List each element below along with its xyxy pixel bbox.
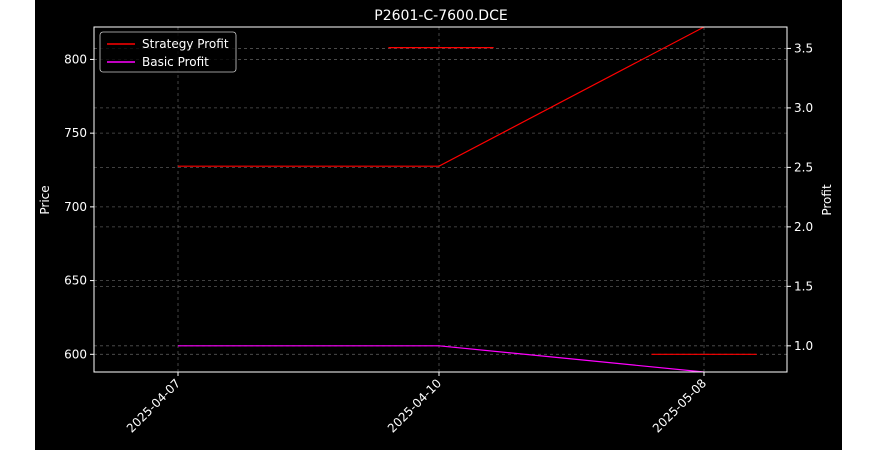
y-axis-label-left: Price	[38, 185, 52, 214]
plot-frame	[93, 26, 788, 373]
chart-figure: P2601-C-7600.DCE 2025-04-07 2025-04-10 202…	[35, 0, 842, 450]
x-tick-label: 2025-04-07	[124, 376, 183, 435]
y-tick-label-left: 650	[64, 274, 87, 288]
axes: 2025-04-07 2025-04-10 2025-05-08 600 650 700 7…	[64, 26, 813, 435]
y-tick-label-left: 600	[64, 347, 87, 361]
y-tick-label-right: 2.5	[794, 160, 813, 174]
legend: Strategy Profit Basic Profit	[99, 31, 237, 73]
y-tick-label-right: 3.0	[794, 101, 813, 115]
y-tick-label-left: 800	[64, 52, 87, 66]
y-tick-label-right: 2.0	[794, 220, 813, 234]
series-layer	[178, 26, 757, 373]
x-tick-label: 2025-04-10	[385, 376, 444, 435]
x-tick-label: 2025-05-08	[650, 376, 709, 435]
y-tick-label-left: 750	[64, 126, 87, 140]
series-line	[178, 345, 705, 373]
y-tick-label-right: 1.0	[794, 339, 813, 353]
y-tick-label-right: 1.5	[794, 279, 813, 293]
series-line	[178, 26, 705, 167]
y-axis-label-right: Profit	[820, 184, 834, 216]
grid-lines	[94, 27, 787, 372]
chart-title: P2601-C-7600.DCE	[374, 8, 507, 24]
y-tick-label-right: 3.5	[794, 41, 813, 55]
legend-label: Basic Profit	[142, 55, 209, 69]
legend-label: Strategy Profit	[142, 37, 229, 51]
y-tick-label-left: 700	[64, 200, 87, 214]
chart-svg: P2601-C-7600.DCE 2025-04-07 2025-04-10 202…	[38, 8, 834, 435]
